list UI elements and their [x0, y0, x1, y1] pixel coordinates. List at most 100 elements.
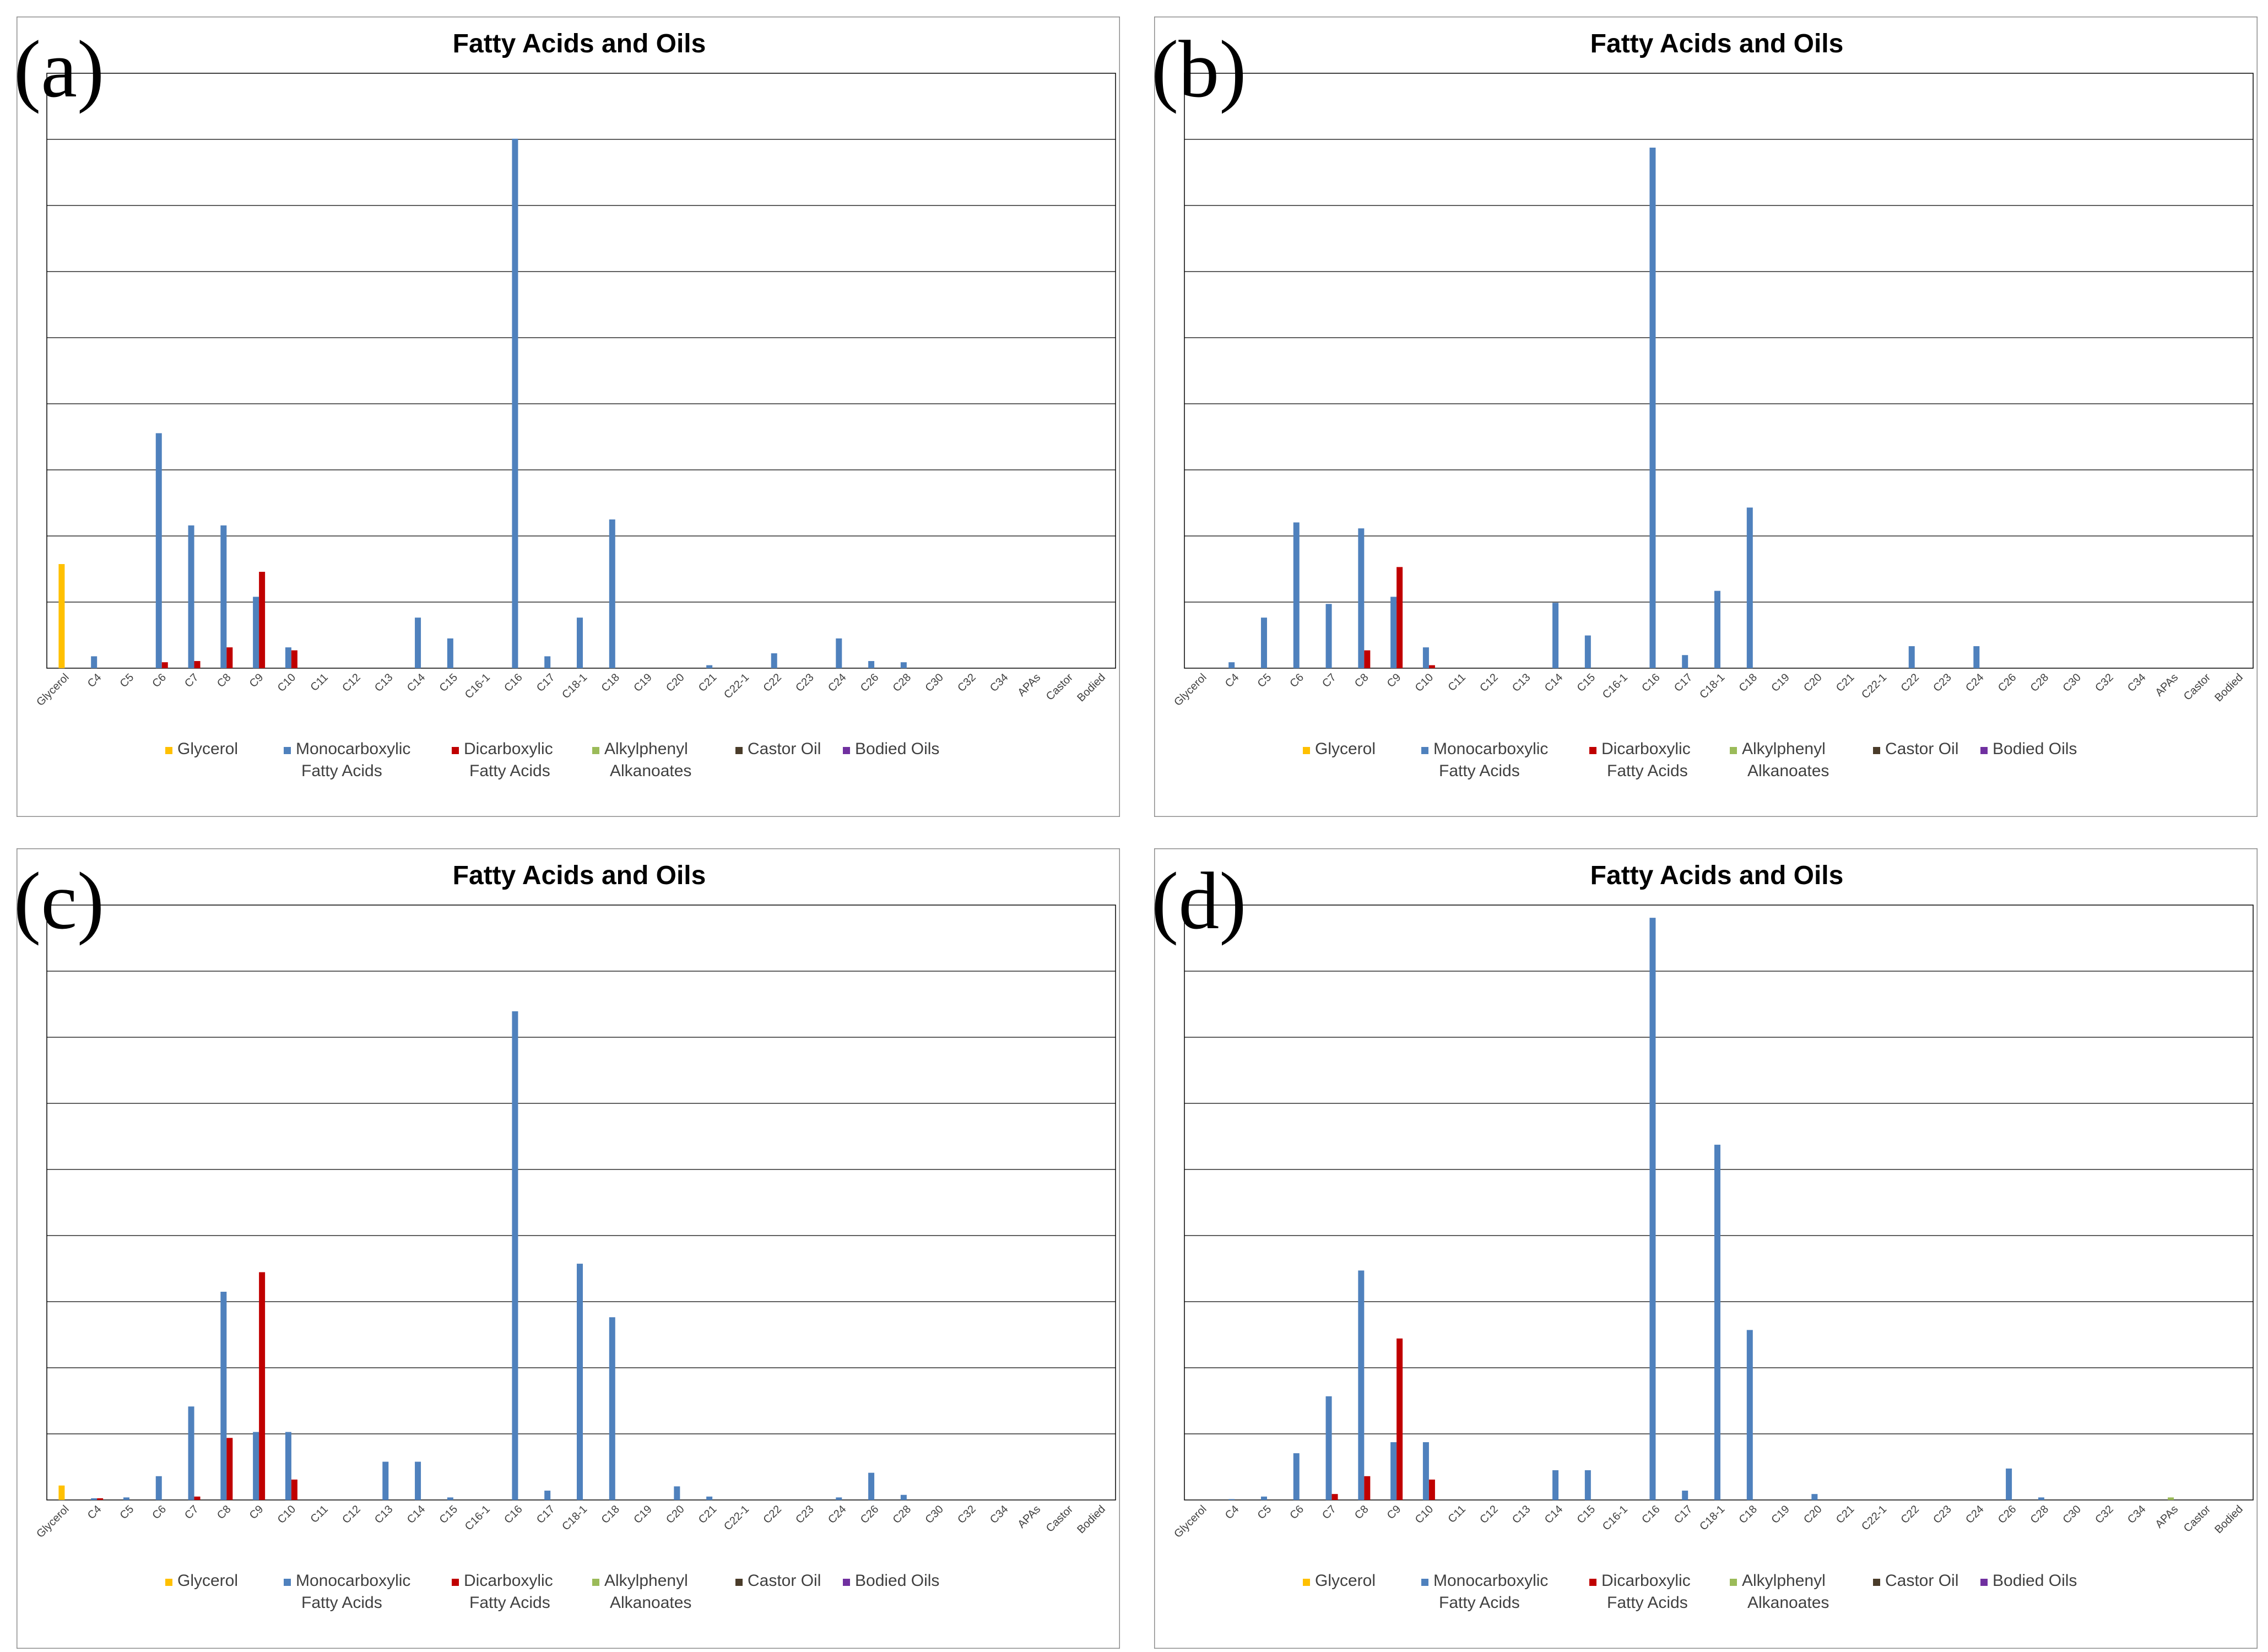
bar	[1396, 567, 1403, 668]
bar	[706, 665, 713, 668]
bar	[1714, 591, 1720, 668]
legend-swatch	[843, 747, 850, 754]
panel-label-b: (b)	[1151, 24, 1247, 115]
bar	[1364, 1476, 1371, 1500]
legend-label: Castor Oil	[1885, 1572, 1958, 1590]
legend-label: Alkylphenyl Alkanoates	[1742, 740, 1829, 780]
bar	[1325, 604, 1332, 668]
bar	[674, 1486, 680, 1500]
bar	[415, 618, 421, 668]
panel-label-c: (c)	[14, 856, 105, 946]
bar	[1649, 918, 1656, 1500]
bar	[188, 1406, 194, 1500]
legend-label: Bodied Oils	[855, 740, 939, 758]
legend-swatch	[1873, 747, 1880, 754]
bar	[1293, 1453, 1300, 1500]
legend-swatch	[843, 1579, 850, 1586]
legend-swatch	[1421, 747, 1428, 754]
bar	[123, 1497, 129, 1500]
legend-label: Monocarboxylic Fatty Acids	[1433, 1572, 1548, 1612]
legend-label: Bodied Oils	[1993, 740, 2077, 758]
legend-swatch	[284, 1579, 291, 1586]
bar	[155, 1476, 162, 1500]
chart-frame	[1154, 848, 2258, 1649]
bar	[285, 1432, 291, 1500]
bar	[868, 661, 875, 668]
bar	[512, 1011, 518, 1500]
bar	[1260, 1496, 1267, 1500]
bar	[1422, 1442, 1429, 1500]
legend-label: Alkylphenyl Alkanoates	[604, 1572, 691, 1612]
legend-swatch	[1980, 1579, 1988, 1586]
bar	[1682, 1491, 1688, 1500]
bar	[155, 433, 162, 668]
legend-label: Monocarboxylic Fatty Acids	[1433, 740, 1548, 780]
bar	[1746, 507, 1753, 668]
bar	[1746, 1330, 1753, 1500]
bar	[2038, 1497, 2044, 1500]
legend-swatch	[1303, 1579, 1310, 1586]
legend-label: Glycerol	[177, 740, 238, 758]
bar	[382, 1461, 389, 1500]
chart-frame	[17, 17, 1120, 817]
bar	[1260, 618, 1267, 668]
bar	[1428, 665, 1435, 668]
bar	[447, 1497, 453, 1500]
chart-title: Fatty Acids and Oils	[1590, 29, 1844, 58]
legend-swatch	[1421, 1579, 1428, 1586]
bar	[544, 656, 551, 668]
bar	[1358, 528, 1365, 668]
bar	[415, 1461, 421, 1500]
bar	[259, 1272, 266, 1500]
panel-label-a: (a)	[14, 24, 105, 115]
panel-label-d: (d)	[1151, 856, 1247, 946]
panel-d: Fatty Acids and Oils Glycerol C4 C5 C6 C7 C8 C9…	[1151, 848, 2258, 1649]
bar	[58, 1485, 65, 1500]
bar	[1396, 1338, 1403, 1500]
bar	[609, 519, 615, 668]
bar	[544, 1491, 551, 1500]
bar	[253, 1432, 259, 1500]
panel-b: Fatty Acids and Oils Glycerol C4 C5 C6 C7 C8 C9…	[1151, 17, 2258, 817]
bar	[161, 662, 168, 668]
legend-label: Bodied Oils	[1993, 1572, 2077, 1590]
chart-title: Fatty Acids and Oils	[453, 861, 706, 890]
bar	[259, 572, 266, 668]
legend-label: Glycerol	[1315, 740, 1376, 758]
bar	[1682, 655, 1688, 668]
bar	[291, 650, 297, 668]
legend-swatch	[1873, 1579, 1880, 1586]
bar	[1325, 1396, 1332, 1500]
legend-swatch	[1589, 747, 1596, 754]
legend-swatch	[452, 1579, 459, 1586]
legend-swatch	[1730, 747, 1737, 754]
bar	[97, 1498, 104, 1500]
bar	[1584, 1470, 1591, 1500]
panel-a: Fatty Acids and Oils Glycerol C4 C5 C6 C7 C8 C9…	[14, 17, 1120, 817]
bar	[1973, 646, 1980, 668]
bar	[226, 647, 233, 668]
legend-swatch	[735, 1579, 743, 1586]
bar	[577, 1264, 583, 1500]
chart-frame	[17, 848, 1120, 1649]
bar	[1649, 148, 1656, 668]
legend-swatch	[735, 747, 743, 754]
bar	[577, 618, 583, 668]
chart-frame	[1154, 17, 2258, 817]
bar	[771, 653, 777, 668]
legend-label: Glycerol	[1315, 1572, 1376, 1590]
panel-c: Fatty Acids and Oils Glycerol C4 C5 C6 C7 C8 C9…	[14, 848, 1120, 1649]
bar	[1228, 662, 1235, 668]
bar	[512, 138, 518, 669]
bar	[226, 1438, 233, 1500]
bar	[91, 656, 98, 668]
bar	[1228, 1499, 1235, 1500]
bar	[194, 661, 201, 668]
legend-label: Monocarboxylic Fatty Acids	[296, 1572, 410, 1612]
legend-swatch	[165, 1579, 172, 1586]
legend-swatch	[592, 747, 599, 754]
bar	[291, 1479, 297, 1500]
bar	[1364, 650, 1371, 668]
